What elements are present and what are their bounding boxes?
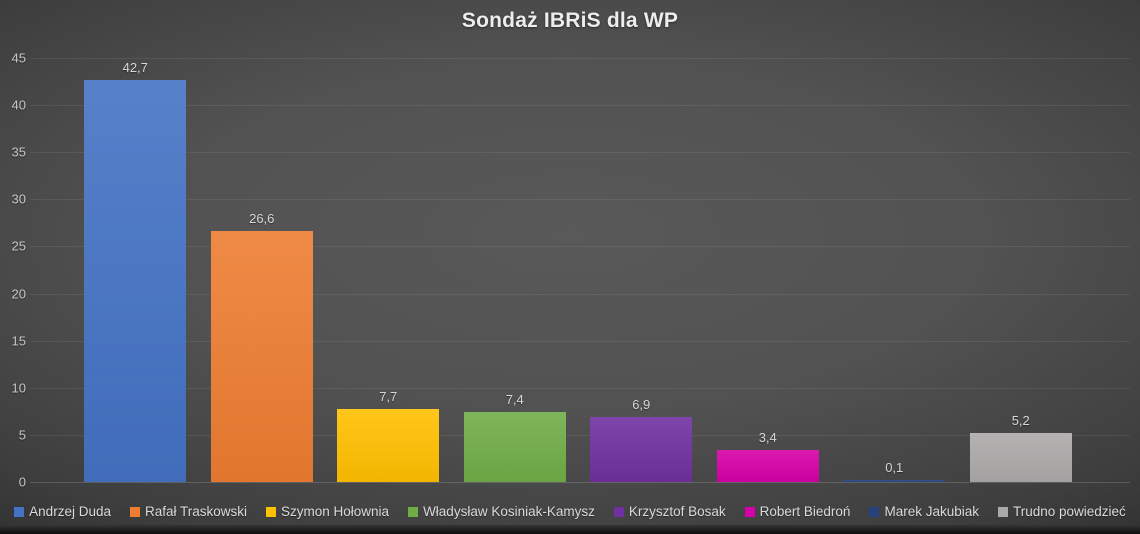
bar-slot: 42,7 — [72, 58, 199, 482]
legend-label: Marek Jakubiak — [884, 504, 979, 519]
y-tick-label-20: 20 — [11, 286, 26, 302]
legend-item: Robert Biedroń — [744, 504, 851, 519]
y-tick-label-0: 0 — [18, 474, 26, 490]
bar-value-label: 7,7 — [379, 389, 398, 405]
legend-swatch-icon — [998, 506, 1008, 517]
legend: Andrzej Duda Rafał Traskowski Szymon Hołow… — [0, 504, 1140, 519]
bar-value-label: 5,2 — [1011, 413, 1030, 429]
legend-label: Robert Biedroń — [759, 504, 851, 519]
bar-slot: 5,2 — [958, 58, 1085, 482]
bar-slot: 6,9 — [578, 58, 705, 482]
gridline-45 — [30, 58, 1130, 59]
gridline-10 — [30, 387, 1130, 389]
legend-label: Andrzej Duda — [29, 504, 111, 519]
legend-swatch-icon — [408, 506, 419, 517]
legend-item: Szymon Hołownia — [266, 504, 389, 519]
y-tick-label-40: 40 — [11, 97, 26, 113]
legend-label: Rafał Traskowski — [144, 504, 248, 519]
bottom-edge-strip — [0, 525, 1140, 534]
gridline-25 — [30, 246, 1130, 248]
y-tick-label-30: 30 — [11, 191, 26, 207]
legend-item: Rafał Traskowski — [129, 504, 248, 519]
bar-slot: 26,6 — [199, 58, 326, 482]
y-tick-label-15: 15 — [11, 333, 26, 349]
bar — [843, 480, 946, 482]
gridline-35 — [30, 152, 1130, 154]
bar — [969, 433, 1072, 482]
gridline-40 — [30, 105, 1130, 107]
legend-swatch-icon — [266, 506, 277, 517]
gridline-5 — [30, 434, 1130, 436]
y-tick-label-45: 45 — [11, 50, 26, 66]
gridline-20 — [30, 293, 1130, 295]
y-tick-label-25: 25 — [11, 238, 26, 254]
bar — [84, 79, 187, 482]
bar — [590, 417, 693, 482]
legend-item: Marek Jakubiak — [869, 504, 979, 519]
bar-value-label: 6,9 — [632, 397, 651, 412]
bar-value-label: 26,6 — [249, 211, 275, 227]
bar — [337, 409, 440, 482]
gridlines — [30, 58, 1130, 483]
legend-item: Trudno powiedzieć — [998, 504, 1126, 519]
bar — [463, 412, 566, 482]
chart-title: Sondaż IBRiS dla WP — [461, 9, 679, 32]
y-tick-label-5: 5 — [18, 427, 26, 443]
y-tick-label-10: 10 — [11, 380, 26, 396]
plot-area: 42,7 26,6 7,7 7,4 6,9 3,4 0,1 5,2 — [72, 58, 1084, 482]
bar-value-label: 7,4 — [505, 392, 524, 408]
gridline-15 — [30, 340, 1130, 342]
legend-swatch-icon — [14, 506, 25, 517]
bar-slot: 3,4 — [705, 58, 832, 482]
bar — [210, 231, 313, 482]
legend-swatch-icon — [869, 506, 880, 517]
y-axis: 0 5 10 15 20 25 30 35 40 45 — [0, 51, 26, 490]
legend-swatch-icon — [129, 506, 140, 517]
bar-slot: 7,7 — [325, 58, 452, 482]
bar-value-label: 0,1 — [885, 460, 904, 475]
legend-label: Krzysztof Bosak — [628, 504, 726, 519]
y-tick-label-35: 35 — [11, 144, 26, 160]
bar — [716, 449, 819, 482]
gridline-30 — [30, 199, 1130, 201]
bar-value-label: 3,4 — [758, 429, 777, 445]
legend-item: Andrzej Duda — [14, 504, 111, 519]
bar-slot: 0,1 — [831, 58, 958, 482]
legend-label: Trudno powiedzieć — [1013, 504, 1126, 519]
legend-swatch-icon — [613, 506, 624, 517]
legend-label: Szymon Hołownia — [281, 504, 390, 519]
bar-value-label: 42,7 — [122, 59, 148, 75]
legend-swatch-icon — [744, 506, 755, 517]
legend-item: Krzysztof Bosak — [613, 504, 726, 519]
gridline-0 — [30, 482, 1130, 483]
bar-slot: 7,4 — [452, 58, 579, 482]
legend-label: Władysław Kosiniak-Kamysz — [423, 504, 595, 519]
legend-item: Władysław Kosiniak-Kamysz — [408, 504, 595, 519]
